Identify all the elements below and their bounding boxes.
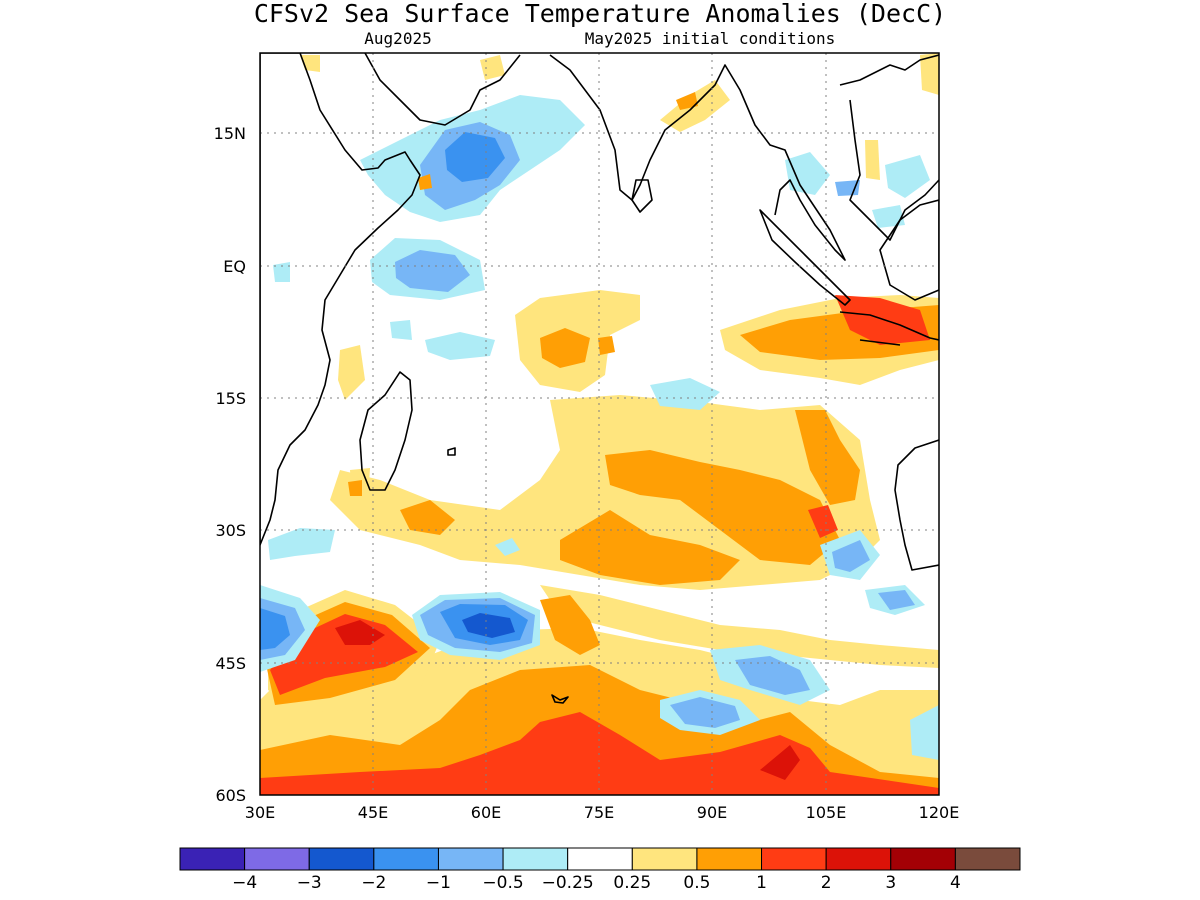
lon-axis: 30E 45E 60E 75E 90E 105E 120E <box>245 803 960 822</box>
west-warm-1 <box>348 480 362 496</box>
colorbar-label-8: 1 <box>756 873 767 893</box>
colorbar-swatch-7 <box>631 847 698 871</box>
colorbar-swatch-10 <box>825 847 892 871</box>
colorbar-swatch-4 <box>437 847 504 871</box>
colorbar-label-6: 0.25 <box>613 873 651 893</box>
colorbar-label-0: −4 <box>232 873 257 893</box>
trop-cold-025-b <box>390 320 412 340</box>
east-cold-05-d <box>878 590 915 610</box>
lon-tick-45e: 45E <box>358 803 388 822</box>
sub-warm-1-west <box>560 510 740 585</box>
bengal-warm-1 <box>676 92 698 110</box>
lat-axis: 15N EQ 15S 30S 45S 60S <box>214 124 246 805</box>
arabian-cold-1 <box>445 132 505 182</box>
colorbar: −4 −3 −2 −1 −0.5 −0.25 0.25 0.5 1 2 3 4 <box>179 847 1021 893</box>
lat-tick-eq: EQ <box>223 257 246 276</box>
southeast-asia-coastline <box>839 54 939 241</box>
colorbar-swatch-1 <box>244 847 310 871</box>
bengal-cold-025 <box>785 152 830 195</box>
borneo-coastline <box>879 199 939 301</box>
colorbar-swatch-3 <box>373 847 439 871</box>
lat-tick-60s: 60S <box>215 786 246 805</box>
java-coastline <box>839 311 939 346</box>
colorbar-label-10: 3 <box>885 873 896 893</box>
colorbar-swatch-12 <box>954 847 1021 871</box>
colorbar-swatch-8 <box>696 847 763 871</box>
colorbar-swatch-5 <box>502 847 569 871</box>
sumatra-coastline <box>759 209 851 306</box>
sub-warm-2-east <box>808 505 838 538</box>
east-cold-05-b <box>670 697 740 728</box>
kerguelen-coastline <box>551 694 569 704</box>
lon-tick-105e: 105E <box>806 803 847 822</box>
colorbar-label-5: −0.25 <box>542 873 594 893</box>
gulf-warm-05 <box>865 140 880 180</box>
lat-tick-15n: 15N <box>214 124 246 143</box>
colorbar-label-4: −0.5 <box>482 873 523 893</box>
initial-conditions: May2025 initial conditions <box>585 29 835 48</box>
lon-tick-90e: 90E <box>697 803 727 822</box>
africa-coastline <box>260 53 421 546</box>
trop-cold-025-a <box>425 332 495 360</box>
gridlines <box>260 53 939 795</box>
sub-warm-1-central <box>605 450 840 565</box>
mid-cold-025-a <box>495 538 520 556</box>
colorbar-swatch-9 <box>761 847 827 871</box>
madagascar-coastline <box>359 371 413 491</box>
lon-tick-60e: 60E <box>471 803 501 822</box>
colorbar-swatch-2 <box>308 847 375 871</box>
colorbar-swatch-0 <box>179 847 246 871</box>
forecast-month: Aug2025 <box>364 29 431 48</box>
lon-tick-120e: 120E <box>919 803 960 822</box>
midlat-warm-1 <box>540 595 600 655</box>
sri-lanka-coastline <box>631 179 653 213</box>
lat-tick-45s: 45S <box>215 654 246 673</box>
east-cold-025-g <box>872 205 905 228</box>
map-area <box>260 53 939 795</box>
lon-tick-30e: 30E <box>245 803 275 822</box>
australia-coastline <box>894 439 939 571</box>
arabia-coastline <box>364 53 521 126</box>
map-title: CFSv2 Sea Surface Temperature Anomalies … <box>254 0 946 28</box>
arabian-warm-1 <box>418 174 432 190</box>
eq-cold-05 <box>395 250 470 292</box>
trop-warm-1-west-b <box>598 336 615 355</box>
lon-tick-75e: 75E <box>584 803 614 822</box>
east-cold-025-f <box>885 155 930 198</box>
map-frame <box>259 52 940 796</box>
colorbar-swatch-11 <box>890 847 956 871</box>
colorbar-label-1: −3 <box>297 873 322 893</box>
east-cold-05-a <box>735 656 810 695</box>
west-cold-025 <box>268 528 335 560</box>
sw-lobe-3 <box>335 620 385 645</box>
lat-tick-30s: 30S <box>215 521 246 540</box>
india-coastline <box>549 54 846 261</box>
colorbar-label-7: 0.5 <box>683 873 710 893</box>
trop-warm-1-west <box>540 328 590 368</box>
eddy-cold-2 <box>462 613 515 638</box>
north-warm-05-c <box>920 53 939 95</box>
colorbar-label-2: −2 <box>361 873 386 893</box>
colorbar-swatch-6 <box>567 847 633 871</box>
midlat-warm-05 <box>540 585 939 668</box>
mid-cold-025-b <box>650 378 720 410</box>
colorbar-label-3: −1 <box>426 873 451 893</box>
mauritius-coastline <box>447 447 456 456</box>
sw-cold-025-b <box>273 262 290 282</box>
band-3-south <box>760 745 800 780</box>
east-cold-025-e <box>910 705 939 760</box>
colorbar-label-9: 2 <box>821 873 832 893</box>
coastlines <box>260 53 939 704</box>
trop-warm-05-west2 <box>338 345 365 400</box>
sub-warm-1-west2 <box>400 500 455 535</box>
sw-cold-1 <box>260 608 290 650</box>
colorbar-label-11: 4 <box>950 873 961 893</box>
east-cold-05-c <box>832 540 870 572</box>
sub-warm-1-east <box>795 410 860 505</box>
lat-tick-15s: 15S <box>215 389 246 408</box>
